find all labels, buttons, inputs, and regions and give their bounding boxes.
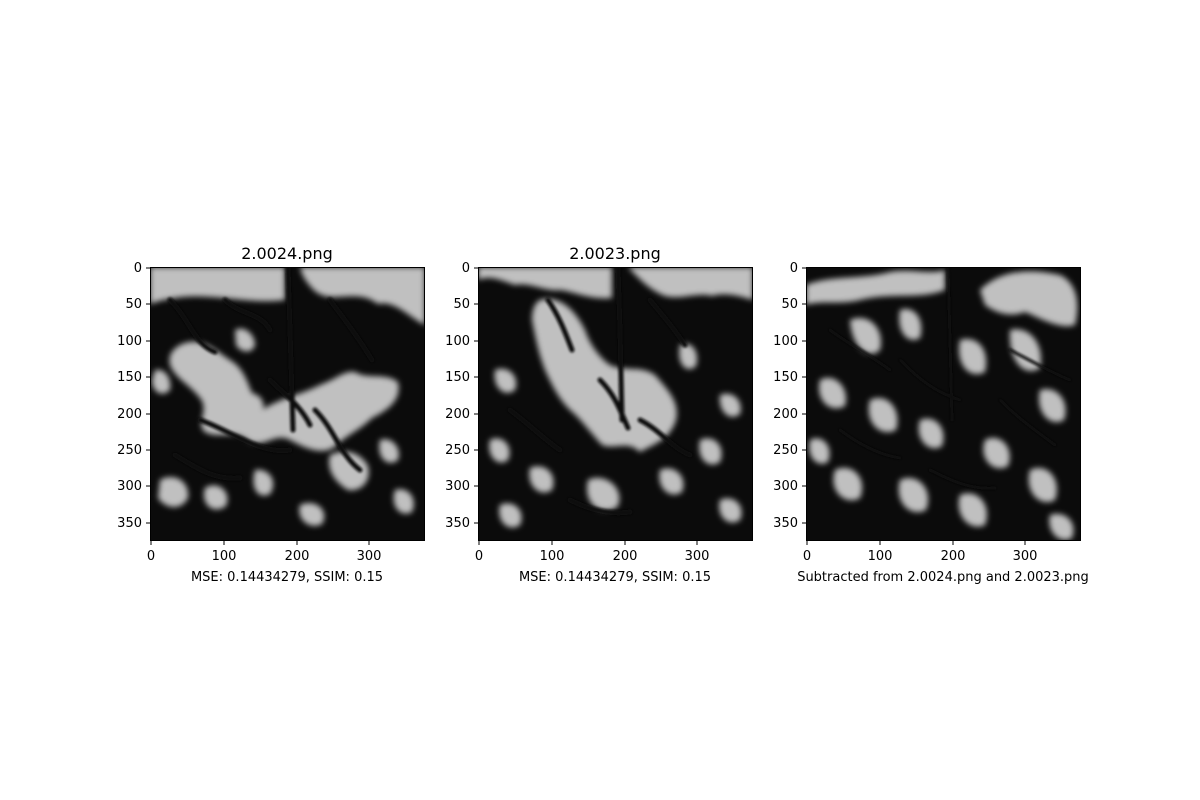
- svg-text:200: 200: [941, 549, 966, 564]
- panel-2-ytick-350: 350: [445, 516, 478, 531]
- panel-1: 2.0024.png: [117, 244, 425, 585]
- panel-1-ytick-200: 200: [117, 407, 150, 422]
- svg-text:200: 200: [445, 407, 470, 422]
- panel-1-xtick-0: 0: [147, 541, 155, 564]
- panel-3-ytick-300: 300: [773, 479, 806, 494]
- panel-2-yaxis: 0 50 100 150 200 250 300 350: [445, 261, 478, 531]
- panel-1-ytick-50: 50: [125, 297, 150, 312]
- panel-3-image: [806, 267, 1081, 541]
- panel-1-image: [150, 267, 425, 541]
- svg-text:300: 300: [117, 479, 142, 494]
- svg-text:350: 350: [773, 516, 798, 531]
- panel-2-xtick-300: 300: [685, 541, 710, 564]
- panel-1-xtick-300: 300: [357, 541, 382, 564]
- panel-2-xtick-200: 200: [613, 541, 638, 564]
- panel-3-frame: [806, 267, 1081, 541]
- svg-text:300: 300: [685, 549, 710, 564]
- panel-3-ytick-150: 150: [773, 370, 806, 385]
- panel-3-ytick-250: 250: [773, 443, 806, 458]
- panel-2-frame: [478, 267, 753, 541]
- panel-1-ytick-300: 300: [117, 479, 150, 494]
- panel-3-yaxis: 0 50 100 150 200 250 300 350: [773, 261, 806, 531]
- panel-2-title: 2.0023.png: [569, 244, 661, 263]
- panel-3-xlabel: Subtracted from 2.0024.png and 2.0023.pn…: [797, 570, 1089, 585]
- panel-2-xtick-0: 0: [475, 541, 483, 564]
- svg-text:100: 100: [117, 334, 142, 349]
- svg-text:100: 100: [773, 334, 798, 349]
- panel-2-ytick-0: 0: [462, 261, 478, 276]
- panel-1-ytick-350: 350: [117, 516, 150, 531]
- panel-2-ytick-150: 150: [445, 370, 478, 385]
- panel-2: 2.0023.png: [445, 244, 753, 585]
- svg-text:100: 100: [868, 549, 893, 564]
- panel-3-ytick-200: 200: [773, 407, 806, 422]
- panel-2-ytick-50: 50: [453, 297, 478, 312]
- panel-3-xaxis: 0 100 200 300: [803, 541, 1038, 564]
- panel-3-xtick-300: 300: [1013, 541, 1038, 564]
- panel-1-ytick-100: 100: [117, 334, 150, 349]
- panel-1-xlabel: MSE: 0.14434279, SSIM: 0.15: [191, 570, 383, 585]
- panel-3: 0 50 100 150 200 250 300 350 0 100 200 3…: [773, 261, 1089, 585]
- panel-1-xtick-200: 200: [285, 541, 310, 564]
- panel-2-ytick-200: 200: [445, 407, 478, 422]
- panel-3-xtick-100: 100: [868, 541, 893, 564]
- panel-3-ytick-50: 50: [781, 297, 806, 312]
- svg-text:250: 250: [117, 443, 142, 458]
- svg-text:300: 300: [357, 549, 382, 564]
- svg-text:150: 150: [445, 370, 470, 385]
- svg-text:0: 0: [790, 261, 798, 276]
- panel-2-image: [478, 267, 753, 541]
- svg-text:300: 300: [1013, 549, 1038, 564]
- panel-3-ytick-0: 0: [790, 261, 806, 276]
- panel-3-xtick-200: 200: [941, 541, 966, 564]
- panel-3-ytick-350: 350: [773, 516, 806, 531]
- svg-text:0: 0: [134, 261, 142, 276]
- svg-text:100: 100: [445, 334, 470, 349]
- panel-1-xtick-100: 100: [212, 541, 237, 564]
- panel-1-ytick-250: 250: [117, 443, 150, 458]
- svg-text:50: 50: [453, 297, 470, 312]
- svg-text:250: 250: [445, 443, 470, 458]
- panel-1-ytick-150: 150: [117, 370, 150, 385]
- panel-1-ytick-0: 0: [134, 261, 150, 276]
- svg-text:300: 300: [773, 479, 798, 494]
- svg-text:300: 300: [445, 479, 470, 494]
- panel-1-frame: [150, 267, 425, 541]
- svg-text:200: 200: [613, 549, 638, 564]
- svg-text:350: 350: [117, 516, 142, 531]
- panel-2-ytick-250: 250: [445, 443, 478, 458]
- panel-3-ytick-100: 100: [773, 334, 806, 349]
- panel-2-xaxis: 0 100 200 300: [475, 541, 710, 564]
- svg-text:200: 200: [773, 407, 798, 422]
- svg-text:100: 100: [540, 549, 565, 564]
- svg-text:350: 350: [445, 516, 470, 531]
- panel-1-xaxis: 0 100 200 300: [147, 541, 382, 564]
- svg-text:50: 50: [781, 297, 798, 312]
- panel-1-title: 2.0024.png: [241, 244, 333, 263]
- panel-1-yaxis: 0 50 100 150 200 250 300 350: [117, 261, 150, 531]
- panel-2-xtick-100: 100: [540, 541, 565, 564]
- svg-text:100: 100: [212, 549, 237, 564]
- panel-2-ytick-100: 100: [445, 334, 478, 349]
- svg-text:200: 200: [285, 549, 310, 564]
- panel-3-xtick-0: 0: [803, 541, 811, 564]
- svg-text:150: 150: [117, 370, 142, 385]
- svg-text:50: 50: [125, 297, 142, 312]
- svg-text:150: 150: [773, 370, 798, 385]
- svg-text:0: 0: [147, 549, 155, 564]
- svg-text:0: 0: [803, 549, 811, 564]
- svg-text:0: 0: [475, 549, 483, 564]
- panel-2-xlabel: MSE: 0.14434279, SSIM: 0.15: [519, 570, 711, 585]
- svg-text:250: 250: [773, 443, 798, 458]
- panel-2-ytick-300: 300: [445, 479, 478, 494]
- svg-text:200: 200: [117, 407, 142, 422]
- svg-text:0: 0: [462, 261, 470, 276]
